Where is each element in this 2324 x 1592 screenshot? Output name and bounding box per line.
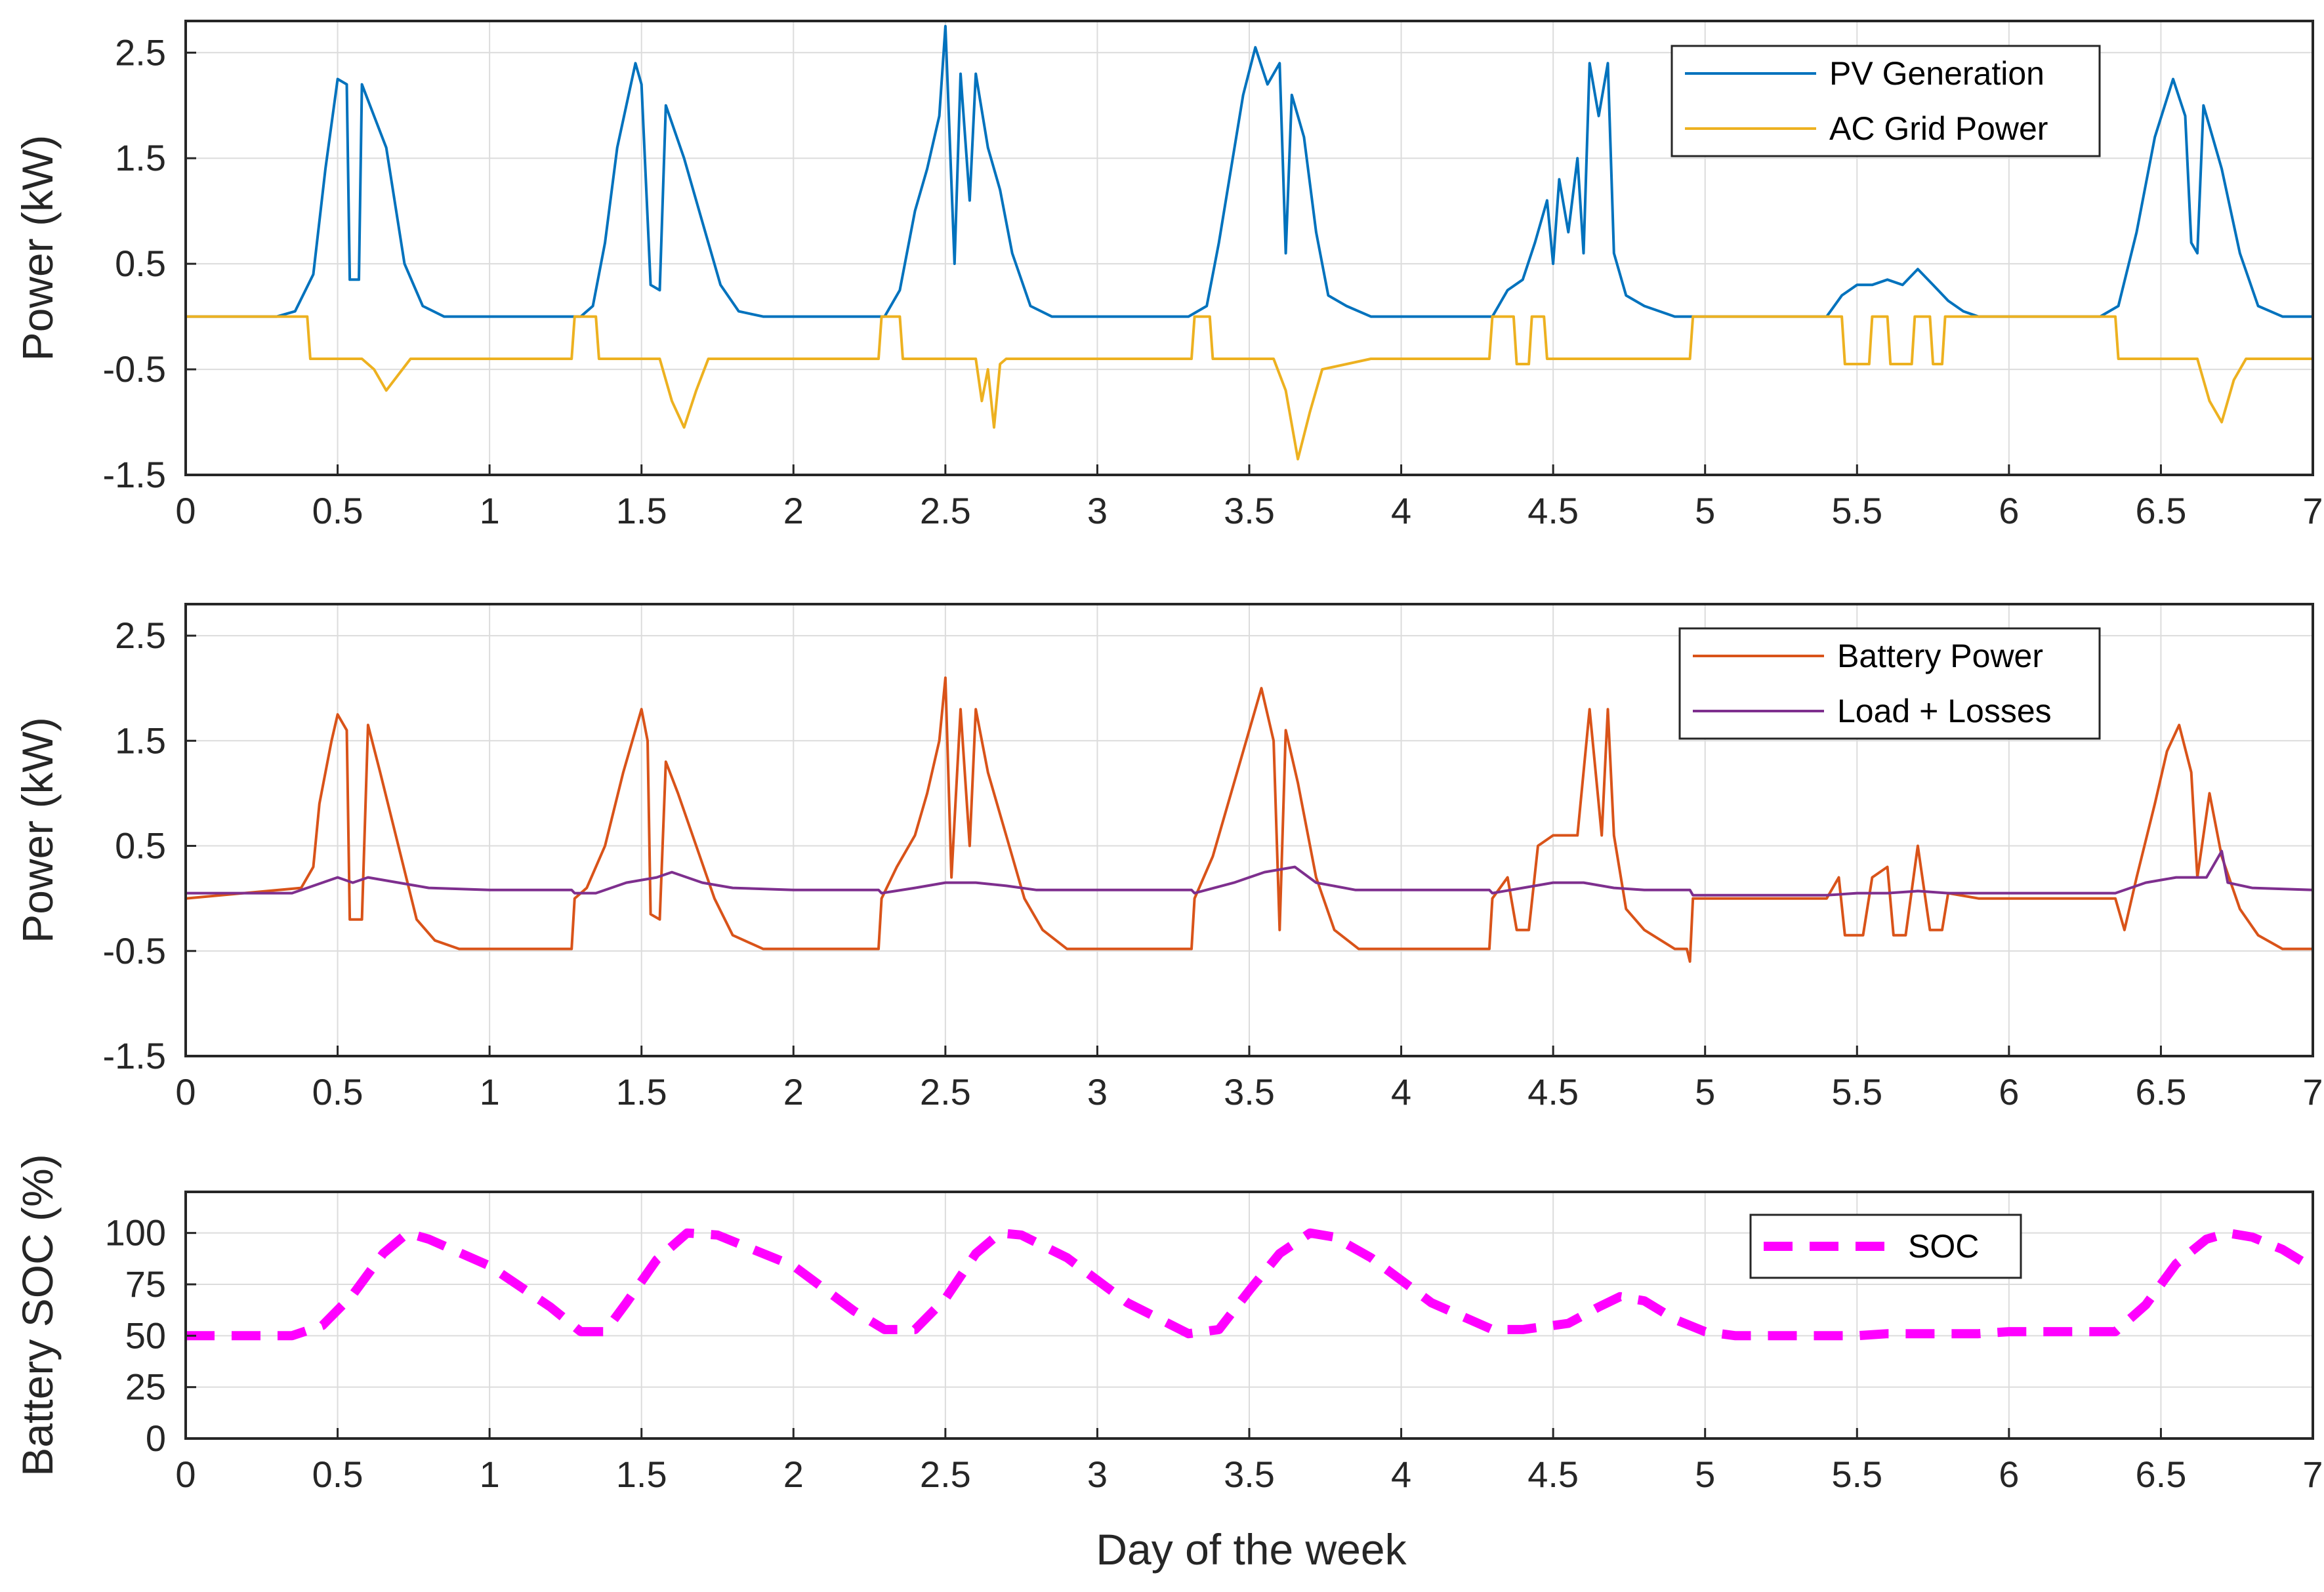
x-tick-label: 1.5 [616,1071,667,1112]
series-line-pv-generation [186,25,2313,318]
legend-label-pv-generation: PV Generation [1829,55,2044,92]
middle-legend-box [1678,627,2101,740]
x-tick-label: 5.5 [1831,1071,1882,1112]
x-tick-label: 3 [1087,1071,1108,1112]
top-ylabel: Power (kW) [13,135,62,361]
x-tick-label: 0 [175,1454,196,1495]
y-tick-label: -1.5 [103,454,167,495]
middle-ticks: 0 0.5 1 1.5 2 2.5 3 3.5 4 4.5 5 5.5 6 6.5 7 -1.5 -0.5 0.5… [103,615,2323,1112]
x-tick-label: 4.5 [1527,1071,1579,1112]
x-tick-label: 2.5 [920,1071,971,1112]
legend-label-soc: SOC [1908,1228,1979,1265]
middle-ylabel: Power (kW) [13,717,62,943]
x-tick-label: 6 [1999,1071,2019,1112]
legend-label-load-losses: Load + Losses [1837,693,2052,729]
bottom-legend-box [1749,1214,2022,1279]
y-tick-label: 0 [146,1418,166,1459]
y-tick-label: -0.5 [103,930,167,971]
x-tick-label: 0 [175,1071,196,1112]
x-tick-label: 7 [2302,1071,2323,1112]
x-tick-label: 2.5 [920,490,971,531]
x-tick-label: 0.5 [312,1454,363,1495]
x-tick-label: 4 [1391,490,1411,531]
legend-label-battery-power: Battery Power [1837,638,2043,674]
x-tick-label: 6.5 [2135,490,2186,531]
series-line-soc [186,1228,2313,1341]
y-tick-label: 1.5 [115,720,166,761]
x-tick-label: 6 [1999,490,2019,531]
x-tick-label: 6 [1999,1454,2019,1495]
x-tick-label: 4.5 [1527,490,1579,531]
x-tick-label: 4.5 [1527,1454,1579,1495]
legend-label-ac-grid-power: AC Grid Power [1829,110,2048,147]
middle-legend: Battery Power Load + Losses [1678,627,2101,740]
x-tick-label: 0.5 [312,490,363,531]
x-tick-label: 5 [1695,490,1715,531]
y-tick-label: -1.5 [103,1035,167,1076]
x-tick-label: 1 [480,1454,500,1495]
series-line-ac-grid-power [186,315,2313,460]
middle-panel: 0 0.5 1 1.5 2 2.5 3 3.5 4 4.5 5 5.5 6 6.5 7 -1.5 -0.5 0.5… [13,603,2323,1112]
x-tick-label: 2.5 [920,1454,971,1495]
bottom-series [186,1228,2313,1341]
x-tick-label: 4 [1391,1454,1411,1495]
bottom-panel: 0 0.5 1 1.5 2 2.5 3 3.5 4 4.5 5 5.5 6 6.5 70255075100 … [13,1154,2323,1495]
top-legend-box [1670,45,2101,157]
x-tick-label: 3.5 [1224,1071,1275,1112]
y-tick-label: 75 [125,1263,166,1305]
top-series [186,25,2313,460]
y-tick-label: 100 [105,1212,166,1254]
middle-series [186,676,2313,963]
x-tick-label: 5.5 [1831,1454,1882,1495]
x-tick-label: 5 [1695,1454,1715,1495]
series-line-battery-power [186,676,2313,963]
top-ticks: 0 0.5 1 1.5 2 2.5 3 3.5 4 4.5 5 5.5 6 6.5 7 -1.5 -0.5 0.5… [103,31,2323,531]
x-tick-label: 1.5 [616,490,667,531]
x-tick-label: 7 [2302,1454,2323,1495]
y-tick-label: 50 [125,1315,166,1356]
x-tick-label: 3 [1087,490,1108,531]
x-tick-label: 1 [480,1071,500,1112]
x-tick-label: 4 [1391,1071,1411,1112]
bottom-ylabel: Battery SOC (%) [13,1154,62,1476]
top-panel: 0 0.5 1 1.5 2 2.5 3 3.5 4 4.5 5 5.5 6 6.5 7 -1.5 -0.5 0.5… [13,20,2323,531]
x-tick-label: 6.5 [2135,1454,2186,1495]
x-tick-label: 5 [1695,1071,1715,1112]
y-tick-label: -0.5 [103,348,167,390]
x-tick-label: 3.5 [1224,490,1275,531]
bottom-ticks: 0 0.5 1 1.5 2 2.5 3 3.5 4 4.5 5 5.5 6 6.5 7 0 25 50 75 100 [105,1212,2323,1495]
bottom-legend: SOC [1749,1214,2022,1279]
x-tick-label: 0 [175,490,196,531]
x-tick-label: 2 [783,490,804,531]
x-tick-label: 0.5 [312,1071,363,1112]
x-tick-label: 1 [480,490,500,531]
y-tick-label: 0.5 [115,825,166,867]
y-tick-label: 25 [125,1366,166,1408]
x-tick-label: 5.5 [1831,490,1882,531]
x-axis-label: Day of the week [1096,1525,1407,1574]
series-line-load-losses [186,849,2313,897]
x-tick-label: 7 [2302,490,2323,531]
x-tick-label: 3 [1087,1454,1108,1495]
x-tick-label: 3.5 [1224,1454,1275,1495]
x-tick-label: 6.5 [2135,1071,2186,1112]
top-legend: PV Generation AC Grid Power [1670,45,2101,157]
y-tick-label: 2.5 [115,615,166,656]
x-tick-label: 2 [783,1071,804,1112]
y-tick-label: 0.5 [115,243,166,284]
y-tick-label: 1.5 [115,137,166,178]
y-tick-label: 2.5 [115,31,166,73]
x-tick-label: 1.5 [616,1454,667,1495]
x-tick-label: 2 [783,1454,804,1495]
